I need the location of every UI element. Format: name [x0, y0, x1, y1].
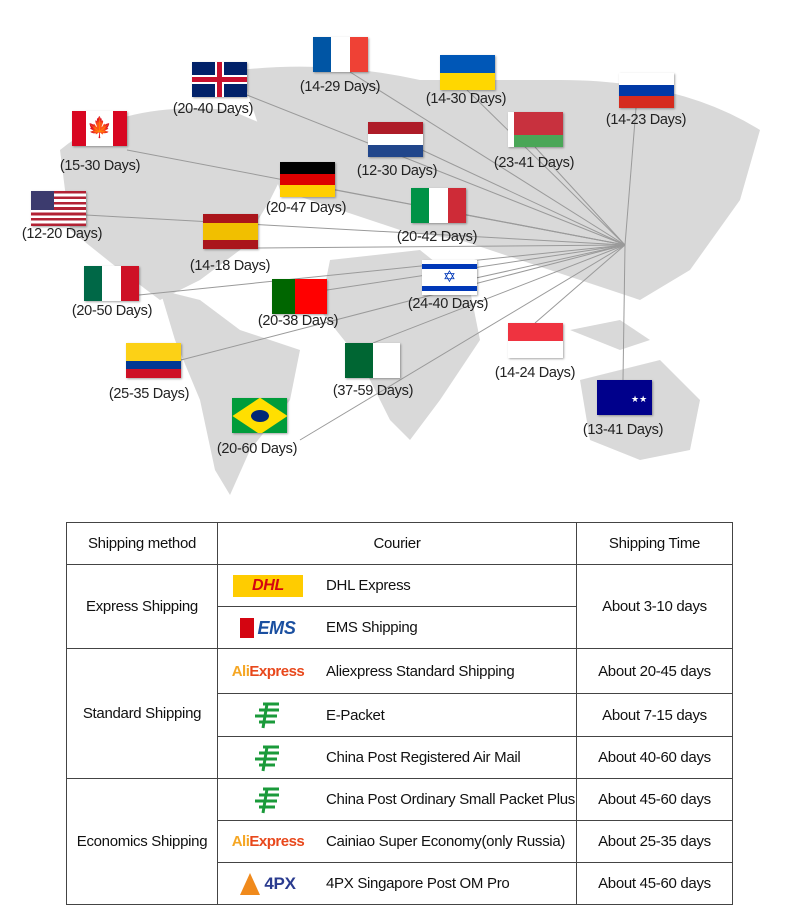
singapore-flag-icon [508, 323, 563, 358]
courier-name: EMS Shipping [326, 619, 418, 636]
table-header-row: Shipping method Courier Shipping Time [66, 522, 733, 565]
delivery-time-label: (13-41 Days) [582, 422, 664, 438]
china-post-logo-icon [218, 701, 318, 729]
portugal-flag-icon [272, 279, 327, 314]
courier-cell: DHL DHL Express [217, 564, 577, 607]
courier-name: China Post Registered Air Mail [326, 749, 521, 766]
courier-cell: EMS EMS Shipping [217, 606, 577, 649]
shipping-time-cell: About 7-15 days [576, 693, 733, 737]
shipping-time-cell: About 25-35 days [576, 820, 733, 863]
mexico-flag-icon [84, 266, 139, 301]
algeria-flag-icon [345, 343, 400, 378]
dhl-logo-icon: DHL [218, 574, 318, 597]
delivery-time-label: (20-60 Days) [216, 441, 298, 457]
delivery-time-label: (14-30 Days) [425, 91, 507, 107]
china-post-logo-icon [218, 786, 318, 814]
delivery-time-label: (14-24 Days) [494, 365, 576, 381]
delivery-time-label: (20-40 Days) [172, 101, 254, 117]
shipping-time-cell: About 45-60 days [576, 778, 733, 821]
world-shipping-map [60, 66, 760, 495]
courier-cell: E-Packet [217, 693, 577, 737]
header-shipping-method: Shipping method [66, 522, 218, 565]
shipping-time-cell: About 20-45 days [576, 648, 733, 694]
netherlands-flag-icon [368, 122, 423, 157]
shipping-time-cell: About 45-60 days [576, 862, 733, 905]
israel-flag-icon: ✡ [422, 260, 477, 295]
uk-flag-icon [192, 62, 247, 97]
courier-cell: China Post Registered Air Mail [217, 736, 577, 779]
france-flag-icon [313, 37, 368, 72]
ukraine-flag-icon [440, 55, 495, 90]
delivery-time-label: (37-59 Days) [332, 383, 414, 399]
table-row: China Post Registered Air Mail About 40-6… [67, 736, 733, 779]
table-row: 4PX 4PX Singapore Post OM Pro About 45-60 … [67, 862, 733, 905]
4px-logo-icon: 4PX [218, 872, 318, 895]
colombia-flag-icon [126, 343, 181, 378]
courier-cell: AliExpress Aliexpress Standard Shipping [217, 648, 577, 694]
spain-flag-icon [203, 214, 258, 249]
ems-logo-icon: EMS [218, 617, 318, 638]
delivery-time-label: (20-38 Days) [257, 313, 339, 329]
canada-flag-icon: 🍁 [72, 111, 127, 146]
germany-flag-icon [280, 162, 335, 197]
delivery-time-label: (14-29 Days) [299, 79, 381, 95]
australia-flag-icon: ★★ [597, 380, 652, 415]
world-map-background [60, 66, 760, 495]
delivery-time-label: (14-18 Days) [189, 258, 271, 274]
courier-cell: AliExpress Cainiao Super Economy(only Rus… [217, 820, 577, 863]
courier-name: 4PX Singapore Post OM Pro [326, 875, 510, 892]
shipping-methods-table: Shipping method Courier Shipping Time Ex… [66, 522, 733, 905]
table-row: EMS EMS Shipping [67, 606, 733, 649]
italy-flag-icon [411, 188, 466, 223]
aliexpress-logo-icon: AliExpress [231, 833, 305, 850]
courier-name: E-Packet [326, 706, 385, 724]
header-shipping-time: Shipping Time [576, 522, 733, 565]
shipping-method-cell: Economics Shipping [66, 778, 218, 905]
delivery-time-label: (14-23 Days) [605, 112, 687, 128]
delivery-time-label: (23-41 Days) [493, 155, 575, 171]
brazil-flag-icon [232, 398, 287, 433]
courier-cell: 4PX 4PX Singapore Post OM Pro [217, 862, 577, 905]
delivery-time-label: (20-42 Days) [396, 229, 478, 245]
delivery-time-label: (12-30 Days) [356, 163, 438, 179]
delivery-time-label: (15-30 Days) [59, 158, 141, 174]
belarus-flag-icon [508, 112, 563, 147]
table-row: Express Shipping DHL DHL Express About 3-10… [66, 564, 733, 649]
shipping-route-lines [85, 71, 637, 441]
courier-name: DHL Express [326, 577, 411, 594]
courier-name: Aliexpress Standard Shipping [326, 662, 515, 680]
delivery-time-label: (12-20 Days) [21, 226, 103, 242]
shipping-time-cell: About 40-60 days [576, 736, 733, 779]
table-row: Economics Shipping China Post Ordinary Sm… [66, 778, 733, 905]
header-courier: Courier [217, 522, 577, 565]
china-post-logo-icon [218, 744, 318, 772]
russia-flag-icon [619, 73, 674, 108]
shipping-method-cell: Standard Shipping [66, 648, 218, 779]
table-row: Standard Shipping AliExpress Aliexpress St… [66, 648, 733, 779]
shipping-time-cell: About 3-10 days [576, 564, 733, 649]
delivery-time-label: (24-40 Days) [407, 296, 489, 312]
delivery-time-label: (20-50 Days) [71, 303, 153, 319]
shipping-method-cell: Express Shipping [66, 564, 218, 649]
delivery-time-label: (20-47 Days) [265, 200, 347, 216]
courier-cell: China Post Ordinary Small Packet Plus [217, 778, 577, 821]
aliexpress-logo-icon: AliExpress [231, 662, 305, 680]
courier-name: Cainiao Super Economy(only Russia) [326, 833, 566, 850]
courier-name: China Post Ordinary Small Packet Plus [326, 791, 576, 808]
delivery-time-label: (25-35 Days) [108, 386, 190, 402]
usa-flag-icon [31, 191, 86, 226]
